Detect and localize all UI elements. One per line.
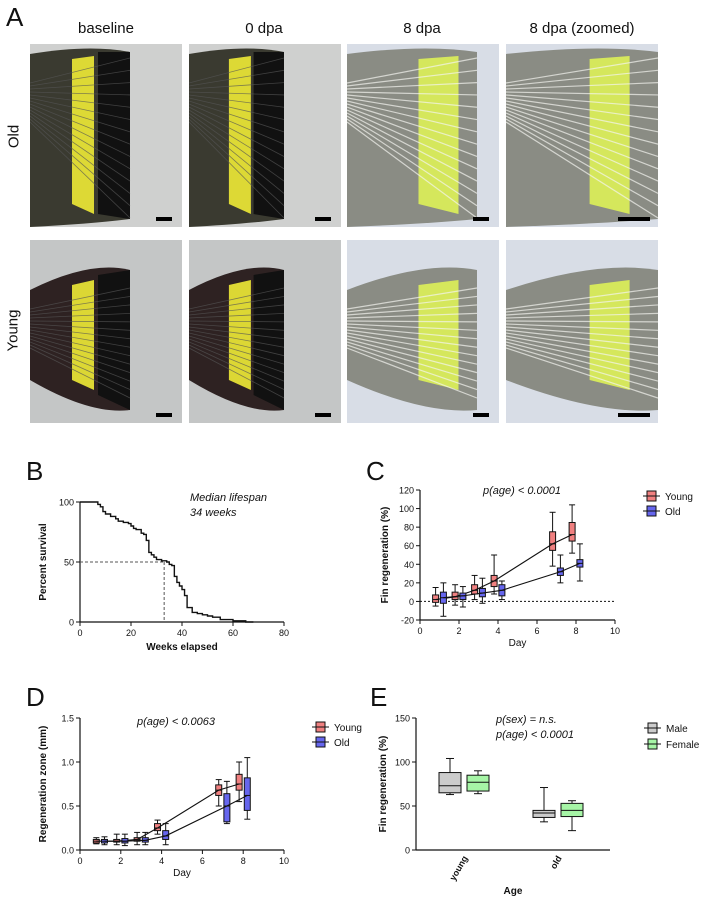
x-tick-label: 2 (456, 626, 461, 636)
x-axis-label: Day (173, 868, 191, 879)
x-axis-label: Weeks elapsed (146, 642, 218, 653)
column-header-8dpa-zoomed: 8 dpa (zoomed) (529, 20, 635, 37)
y-tick-label: 0 (405, 846, 410, 856)
fin-photo-old-8dpa-zoomed (506, 44, 658, 227)
y-tick-label: 0.0 (61, 846, 74, 856)
y-tick-label: 80 (404, 523, 414, 533)
legend-label-female: Female (666, 740, 700, 751)
scale-bar (156, 217, 172, 221)
x-tick-label: 80 (279, 628, 289, 638)
box-young (432, 594, 440, 603)
y-tick-label: 1.5 (61, 714, 74, 724)
median-trend-old (443, 562, 581, 599)
box-old (243, 777, 251, 811)
box-young (235, 773, 243, 791)
panel-letter-a: A (6, 2, 24, 32)
fin-photo-young-baseline (30, 240, 182, 423)
box-male-old (532, 809, 556, 818)
column-header-8dpa: 8 dpa (403, 20, 441, 37)
x-tick-label: 10 (610, 626, 620, 636)
box-young (568, 522, 576, 542)
x-tick-label: 40 (177, 628, 187, 638)
legend-label-young: Young (334, 723, 362, 734)
median-trend-old (104, 794, 248, 842)
x-tick-label: 8 (241, 856, 246, 866)
annotation-line-2: 34 weeks (190, 507, 237, 519)
x-category-young: young (448, 854, 470, 882)
y-tick-label: 100 (399, 504, 414, 514)
scale-bar (315, 217, 331, 221)
y-tick-label: 150 (395, 714, 410, 724)
scale-bar (473, 217, 489, 221)
chart-title-e-line-2: p(age) < 0.0001 (495, 729, 574, 741)
x-tick-label: 0 (77, 628, 82, 638)
y-tick-label: 100 (59, 498, 74, 508)
x-tick-label: 20 (126, 628, 136, 638)
box-young (549, 531, 557, 551)
y-tick-label: 100 (395, 758, 410, 768)
legend-label-old: Old (665, 507, 681, 518)
fin-photo-young-0dpa (189, 240, 341, 423)
column-header-0dpa: 0 dpa (245, 20, 283, 37)
y-tick-label: 120 (399, 486, 414, 496)
y-tick-label: 60 (404, 541, 414, 551)
fin-photo-old-0dpa (189, 44, 341, 227)
box-young (154, 823, 162, 832)
y-tick-label: 40 (404, 560, 414, 570)
x-tick-label: 4 (159, 856, 164, 866)
column-header-baseline: baseline (78, 20, 134, 37)
x-tick-label: 10 (279, 856, 289, 866)
y-tick-label: 50 (64, 558, 74, 568)
x-axis-label: Day (509, 638, 527, 649)
box-female-young (466, 774, 490, 792)
chart-title-e-line-1: p(sex) = n.s. (495, 714, 557, 726)
scale-bar (618, 413, 650, 417)
legend-label-male: Male (666, 724, 688, 735)
annotation-line-1: Median lifespan (190, 492, 267, 504)
fin-photo-young-8dpa-zoomed (506, 240, 658, 423)
panel-letter-c: C (366, 456, 385, 486)
survival-curve (80, 501, 254, 623)
scale-bar (473, 413, 489, 417)
y-axis-label: Fin regeneration (%) (378, 736, 389, 833)
y-tick-label: -20 (401, 616, 414, 626)
x-tick-label: 0 (77, 856, 82, 866)
x-tick-label: 6 (534, 626, 539, 636)
box-old (223, 793, 231, 823)
fin-photo-old-8dpa (347, 44, 499, 227)
y-tick-label: 50 (400, 802, 410, 812)
legend-label-old: Old (334, 738, 350, 749)
scale-bar (156, 413, 172, 417)
box-male-young (438, 772, 462, 794)
x-tick-label: 60 (228, 628, 238, 638)
panel-letter-e: E (370, 682, 388, 712)
fin-photo-old-baseline (30, 44, 182, 227)
x-tick-label: 0 (417, 626, 422, 636)
x-tick-label: 2 (118, 856, 123, 866)
y-tick-label: 0 (409, 597, 414, 607)
chart-title-d: p(age) < 0.0063 (136, 716, 216, 728)
y-tick-label: 20 (404, 578, 414, 588)
x-axis-label: Age (504, 886, 523, 897)
x-category-old: old (548, 854, 563, 871)
chart-title-c: p(age) < 0.0001 (482, 485, 561, 497)
panel-letter-d: D (26, 682, 45, 712)
legend-label-young: Young (665, 492, 693, 503)
x-tick-label: 4 (495, 626, 500, 636)
y-tick-label: 0 (69, 618, 74, 628)
x-tick-label: 8 (573, 626, 578, 636)
fin-photo-young-8dpa (347, 240, 499, 423)
y-axis-label: Regeneration zone (mm) (38, 726, 49, 843)
y-axis-label: Percent survival (38, 523, 49, 600)
y-tick-label: 0.5 (61, 802, 74, 812)
x-tick-label: 6 (200, 856, 205, 866)
y-tick-label: 1.0 (61, 758, 74, 768)
scale-bar (618, 217, 650, 221)
scale-bar (315, 413, 331, 417)
panel-letter-b: B (26, 456, 44, 486)
y-axis-label: Fin regeneration (%) (380, 507, 391, 604)
